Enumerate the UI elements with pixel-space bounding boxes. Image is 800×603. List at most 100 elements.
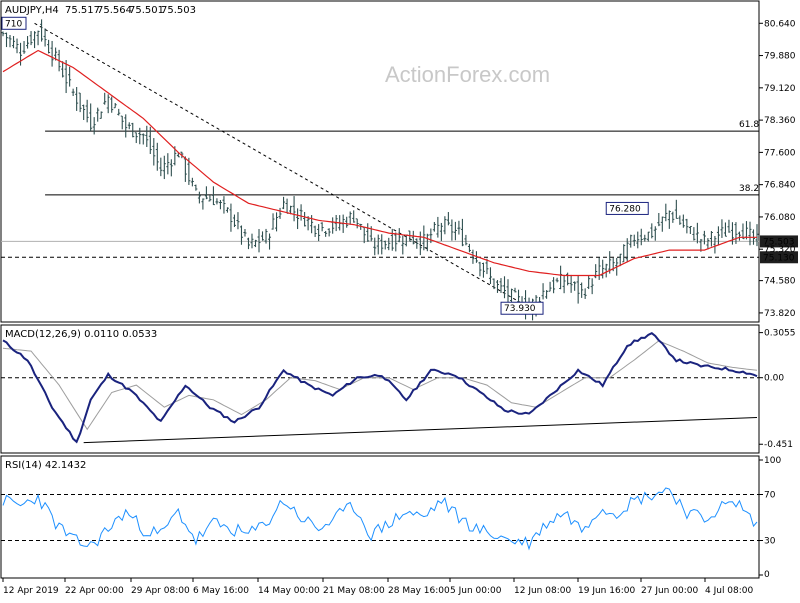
ohlc-bar: [124, 114, 128, 138]
price-annotation-label: 76.280: [609, 204, 641, 214]
ohlc-bar: [359, 223, 363, 230]
ohlc-bar: [204, 186, 208, 200]
ohlc-bar: [716, 226, 720, 246]
ohlc-bar: [583, 288, 587, 299]
ohlc-bar: [250, 233, 254, 249]
ohlc-high: 75.564: [97, 5, 132, 16]
price-y-tick-label: 78.360: [764, 116, 796, 126]
ohlc-bar: [439, 222, 443, 241]
ohlc-bar: [436, 216, 440, 238]
ohlc-bar: [75, 87, 79, 111]
ohlc-bar: [352, 210, 356, 223]
price-panel[interactable]: ActionForex.com 61.8 38.2 75.130 75.503 710…: [0, 0, 798, 323]
ohlc-bar: [92, 117, 96, 135]
ohlc-open: 75.517: [65, 5, 100, 16]
ohlc-bar: [134, 132, 138, 144]
ohlc-bar: [481, 262, 485, 278]
ohlc-bar: [190, 177, 194, 187]
rsi-y-tick-label: 0: [764, 570, 770, 580]
x-tick-label: 5 Jun 00:00: [450, 586, 502, 596]
macd-y-tick-label: -0.451: [764, 440, 793, 450]
price-annotation-box: [1, 16, 27, 30]
ohlc-bar: [43, 28, 47, 47]
ohlc-bar: [222, 196, 226, 214]
ohlc-bar: [383, 240, 387, 250]
ohlc-bar: [306, 216, 310, 231]
x-tick-label: 14 May 00:00: [258, 586, 320, 596]
ohlc-bar: [415, 238, 419, 249]
ohlc-bar: [457, 220, 461, 235]
price-y-tick-label: 79.880: [764, 52, 796, 62]
ohlc-bar: [657, 212, 661, 227]
ohlc-bar: [629, 234, 633, 248]
ohlc-bar: [573, 281, 577, 291]
ohlc-bar: [502, 276, 506, 299]
ohlc-bar: [380, 234, 384, 255]
macd-lines: [2, 332, 758, 444]
ohlc-bar: [215, 198, 219, 205]
ohlc-bar: [737, 231, 741, 241]
ohlc-bar: [187, 157, 191, 185]
ohlc-low: 75.501: [129, 5, 164, 16]
ohlc-bar: [513, 287, 517, 293]
price-ohlc-bars: [1, 19, 759, 321]
ohlc-bar: [239, 225, 243, 245]
ohlc-bar: [397, 228, 401, 243]
ohlc-bar: [685, 218, 689, 234]
price-panel-border: [0, 0, 760, 323]
ohlc-bar: [650, 223, 654, 239]
rsi-panel[interactable]: 100 70 30 0 RSI(14) 42.1432: [0, 455, 781, 580]
ohlc-bar: [429, 228, 433, 244]
ohlc-bar: [376, 234, 380, 255]
price-y-tick-label: 74.580: [764, 277, 796, 287]
ohlc-bar: [299, 204, 303, 221]
x-tick-label: 29 Apr 08:00: [131, 586, 190, 596]
ohlc-bar: [741, 223, 745, 240]
ohlc-bar: [555, 277, 559, 283]
ohlc-bar: [22, 41, 26, 54]
ohlc-bar: [418, 231, 422, 256]
ohlc-bar: [562, 274, 566, 294]
ohlc-bar: [229, 203, 233, 232]
rsi-panel-border: [0, 455, 760, 579]
ohlc-bar: [394, 232, 398, 252]
price-annotation-box: [605, 201, 649, 215]
x-tick-label: 27 Jun 00:00: [641, 586, 698, 596]
ohlc-bar: [324, 230, 328, 237]
ohlc-bar: [660, 216, 664, 232]
ohlc-bar: [275, 212, 279, 232]
ohlc-bar: [387, 237, 391, 251]
ohlc-bar: [71, 88, 75, 96]
current-price-label: 75.503: [763, 237, 795, 247]
ohlc-bar: [464, 234, 468, 246]
ohlc-bar: [208, 195, 212, 202]
ohlc-bar: [313, 225, 317, 237]
ohlc-bar: [541, 283, 545, 300]
ohlc-bar: [702, 230, 706, 245]
rsi-y-tick-label: 70: [764, 491, 776, 501]
fib-level-label: 61.8: [739, 120, 759, 130]
macd-line: [2, 332, 758, 444]
ohlc-bar: [590, 278, 594, 295]
ohlc-bar: [471, 249, 475, 264]
rsi-y-axis: 100 70 30 0: [759, 456, 781, 580]
price-y-tick-label: 76.080: [764, 213, 796, 223]
macd-y-tick-label: 0.3055: [764, 329, 796, 339]
price-y-tick-label: 75.320: [764, 245, 796, 255]
x-tick-label: 12 Jun 08:00: [514, 586, 571, 596]
ohlc-bar: [636, 231, 640, 249]
ohlc-bar: [492, 278, 496, 290]
ohlc-bar: [96, 107, 100, 122]
ohlc-bar: [194, 184, 198, 191]
ohlc-bar: [278, 207, 282, 219]
macd-trendline[interactable]: [83, 417, 758, 444]
ohlc-bar: [446, 212, 450, 226]
ohlc-bar: [485, 258, 489, 275]
macd-support-trendline: [83, 417, 758, 444]
price-trendline[interactable]: [34, 22, 530, 308]
ohlc-bar: [303, 211, 307, 227]
price-y-tick-label: 79.120: [764, 84, 796, 94]
macd-panel[interactable]: 0.3055 0.00 -0.451 MACD(12,26,9) 0.0110 0.…: [0, 324, 796, 454]
ohlc-bar: [506, 279, 510, 304]
